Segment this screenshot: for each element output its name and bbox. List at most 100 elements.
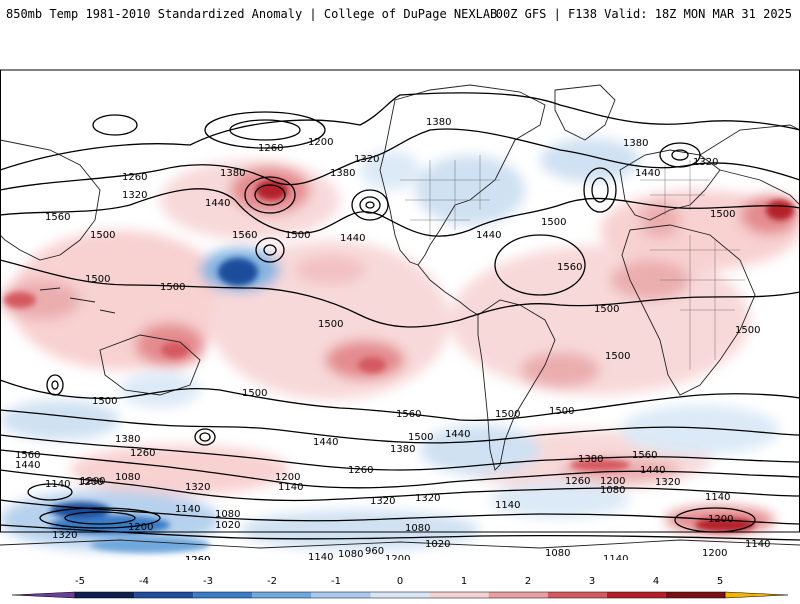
- contour-label: 1500: [92, 396, 117, 407]
- contour-label: 1380: [623, 138, 648, 149]
- contour-label: 1500: [285, 230, 310, 241]
- contour-label: 1260: [122, 172, 147, 183]
- colorbar-ticks: -5 -4 -3 -2 -1 0 1 2 3 4 5: [75, 576, 723, 587]
- contour-label: 1200: [308, 137, 333, 148]
- contour-label: 1500: [242, 388, 267, 399]
- colorbar-segment: [311, 592, 371, 598]
- contour-label: 1380: [330, 168, 355, 179]
- colorbar-tick-label: 3: [589, 576, 595, 587]
- colorbar-tick-label: 0: [397, 576, 403, 587]
- contour-label: 1320: [52, 530, 77, 541]
- anomaly-shading: [0, 138, 800, 553]
- contour-label: 1560: [557, 262, 582, 273]
- contour-label: 1380: [426, 117, 451, 128]
- contour-label: 1500: [90, 230, 115, 241]
- contour-label: 1440: [640, 465, 665, 476]
- contour-label: 1440: [205, 198, 230, 209]
- colorbar-segment: [547, 592, 607, 598]
- model-run-title: 00Z GFS | F138 Valid: 18Z MON MAR 31 202…: [495, 7, 792, 21]
- contour-label: 1440: [445, 429, 470, 440]
- contour-label: 1080: [600, 485, 625, 496]
- contour-label: 1140: [308, 552, 333, 560]
- south-america-outline: [477, 299, 556, 471]
- contour-label: 1380: [220, 168, 245, 179]
- colorbar-border: [74, 591, 726, 599]
- contour-label: 1080: [215, 509, 240, 520]
- contour-label: 1320: [655, 477, 680, 488]
- greenland-outline: [554, 84, 616, 141]
- contour-label: 1260: [130, 448, 155, 459]
- central-america-outline: [417, 264, 479, 316]
- europe-outline: [619, 149, 721, 221]
- contour-label: 1500: [408, 432, 433, 443]
- contour-label: 1500: [710, 209, 735, 220]
- contour-label: 1200: [385, 554, 410, 560]
- colorbar-max-arrow: [724, 591, 789, 599]
- colorbar-segment: [606, 592, 666, 598]
- contour-label: 1440: [15, 460, 40, 471]
- contour-label: 1500: [594, 304, 619, 315]
- contour-label: 1200: [702, 548, 727, 559]
- contour-label: 1560: [15, 450, 40, 461]
- colorbar-tick-label: -3: [203, 576, 213, 587]
- contour-label: 1380: [115, 434, 140, 445]
- contour-label: 1440: [635, 168, 660, 179]
- colorbar-segment: [665, 592, 725, 598]
- contour-label: 1560: [45, 212, 70, 223]
- contour-label: 1140: [45, 479, 70, 490]
- contour-label: 1440: [340, 233, 365, 244]
- colorbar-tick-label: -1: [331, 576, 341, 587]
- contour-label: 1500: [495, 409, 520, 420]
- contour-label: 1500: [605, 351, 630, 362]
- colorbar-segments: [11, 591, 789, 599]
- colorbar-tick-label: 4: [653, 576, 659, 587]
- header: 850mb Temp 1981-2010 Standardized Anomal…: [0, 0, 800, 30]
- contour-label: 1260: [565, 476, 590, 487]
- contour-label: 1560: [396, 409, 421, 420]
- colorbar-tick-label: -4: [139, 576, 149, 587]
- north-america-outline: [379, 84, 546, 266]
- political-borders: [400, 155, 745, 370]
- colorbar-segment: [252, 592, 312, 598]
- contour-label: 1320: [415, 493, 440, 504]
- map-canvas: 1380 1260 1200 1320 1260 1320 1380 1380 …: [0, 69, 800, 570]
- contour-label: 1200: [78, 477, 103, 488]
- contour-label: 1140: [495, 500, 520, 511]
- contour-label: 1080: [338, 549, 363, 560]
- contour-label: 1140: [745, 539, 770, 550]
- contour-label: 1500: [85, 274, 110, 285]
- colorbar-segment: [488, 592, 548, 598]
- colorbar-tick-label: -5: [75, 576, 85, 587]
- colorbar-tick-label: -2: [267, 576, 277, 587]
- antarctica-outline: [0, 539, 800, 549]
- asia-outline: [0, 124, 800, 261]
- height-contours: [0, 92, 800, 541]
- contour-label: 1080: [545, 548, 570, 559]
- map-panel: 1380 1260 1200 1320 1260 1320 1380 1380 …: [0, 30, 800, 570]
- contour-label: 1020: [425, 539, 450, 550]
- colorbar-segment: [134, 592, 194, 598]
- contour-label: 1200: [600, 476, 625, 487]
- contour-label: 1200: [708, 514, 733, 525]
- contour-label: 1500: [318, 319, 343, 330]
- coastlines: [0, 84, 800, 549]
- contour-label: 1260: [348, 465, 373, 476]
- map-title: 850mb Temp 1981-2010 Standardized Anomal…: [6, 7, 498, 21]
- colorbar-tick-label: 5: [717, 576, 723, 587]
- contour-label: 1140: [603, 554, 628, 560]
- colorbar-tick-label: 2: [525, 576, 531, 587]
- contour-label: 1140: [705, 492, 730, 503]
- contour-label: 1320: [354, 154, 379, 165]
- contour-label: 960: [365, 546, 384, 557]
- australia-outline: [99, 334, 201, 396]
- contour-label: 1320: [122, 190, 147, 201]
- colorbar-min-arrow: [11, 591, 76, 599]
- contour-label: 1380: [578, 454, 603, 465]
- contour-label: 1380: [390, 444, 415, 455]
- contour-label: 1020: [215, 520, 240, 531]
- contour-label: 1560: [632, 450, 657, 461]
- contour-label: 1200: [128, 522, 153, 533]
- contour-label: 1320: [370, 496, 395, 507]
- colorbar-segment: [429, 592, 489, 598]
- contour-label: 1200: [275, 472, 300, 483]
